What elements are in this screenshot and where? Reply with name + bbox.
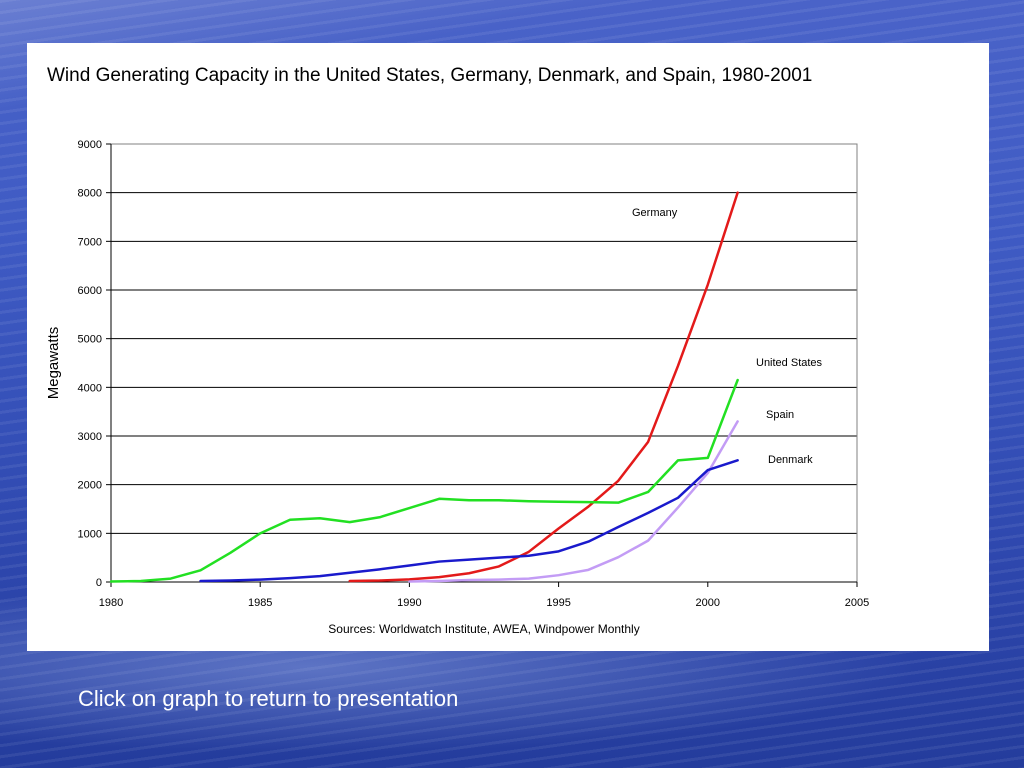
y-tick-label: 6000 [78, 285, 102, 297]
y-tick-label: 3000 [78, 431, 102, 443]
x-tick-label: 1980 [99, 597, 123, 609]
x-tick-label: 2000 [696, 597, 720, 609]
y-tick-label: 5000 [78, 334, 102, 346]
series-line-united-states [109, 378, 739, 583]
x-axis-label: Sources: Worldwatch Institute, AWEA, Win… [328, 622, 639, 636]
y-tick-label: 4000 [78, 382, 102, 394]
plot-area-border [110, 143, 858, 583]
series-label-germany: Germany [632, 207, 678, 219]
series-line-denmark [199, 459, 739, 583]
return-to-presentation-link[interactable]: Click on graph to return to presentation [78, 686, 459, 711]
chart-panel[interactable]: 0 1000 2000 3000 4000 5000 6000 7000 8000 9000 198… [27, 43, 989, 651]
y-tick-label: 9000 [78, 139, 102, 151]
series-label-denmark: Denmark [768, 454, 813, 466]
y-tick-label: 8000 [78, 188, 102, 200]
y-tick-label: 0 [96, 577, 102, 589]
x-tick-label: 1985 [248, 597, 272, 609]
chart-title: Wind Generating Capacity in the United S… [47, 65, 813, 86]
chart-svg: 0 1000 2000 3000 4000 5000 6000 7000 8000 9000 198… [45, 139, 869, 636]
x-tick-label: 2005 [845, 597, 869, 609]
series-line-spain [408, 420, 739, 583]
series-label-spain: Spain [766, 409, 794, 421]
y-tick-label: 1000 [78, 528, 102, 540]
series-label-united-states: United States [756, 357, 823, 369]
y-axis-label: Megawatts [45, 327, 62, 400]
y-tick-label: 7000 [78, 236, 102, 248]
x-tick-label: 1995 [546, 597, 570, 609]
y-tick-label: 2000 [78, 480, 102, 492]
series-line-germany [348, 191, 739, 583]
x-tick-label: 1990 [397, 597, 421, 609]
